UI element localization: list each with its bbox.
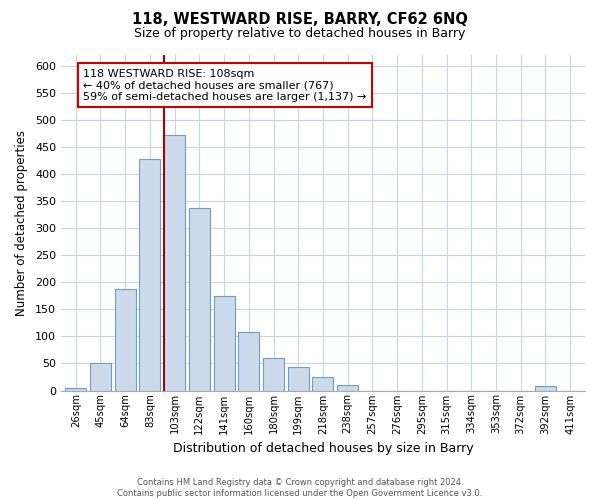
Y-axis label: Number of detached properties: Number of detached properties bbox=[15, 130, 28, 316]
Text: Size of property relative to detached houses in Barry: Size of property relative to detached ho… bbox=[134, 28, 466, 40]
Bar bbox=[337, 384, 358, 390]
Bar bbox=[189, 208, 210, 390]
Bar bbox=[238, 332, 259, 390]
Bar bbox=[535, 386, 556, 390]
Bar bbox=[139, 159, 160, 390]
Bar bbox=[90, 364, 111, 390]
Bar bbox=[214, 296, 235, 390]
Text: 118 WESTWARD RISE: 108sqm
← 40% of detached houses are smaller (767)
59% of semi: 118 WESTWARD RISE: 108sqm ← 40% of detac… bbox=[83, 68, 367, 102]
Bar bbox=[263, 358, 284, 390]
Bar bbox=[65, 388, 86, 390]
Bar bbox=[288, 366, 309, 390]
Bar bbox=[313, 377, 334, 390]
Bar bbox=[164, 134, 185, 390]
X-axis label: Distribution of detached houses by size in Barry: Distribution of detached houses by size … bbox=[173, 442, 473, 455]
Text: Contains HM Land Registry data © Crown copyright and database right 2024.
Contai: Contains HM Land Registry data © Crown c… bbox=[118, 478, 482, 498]
Bar bbox=[115, 290, 136, 390]
Text: 118, WESTWARD RISE, BARRY, CF62 6NQ: 118, WESTWARD RISE, BARRY, CF62 6NQ bbox=[132, 12, 468, 28]
